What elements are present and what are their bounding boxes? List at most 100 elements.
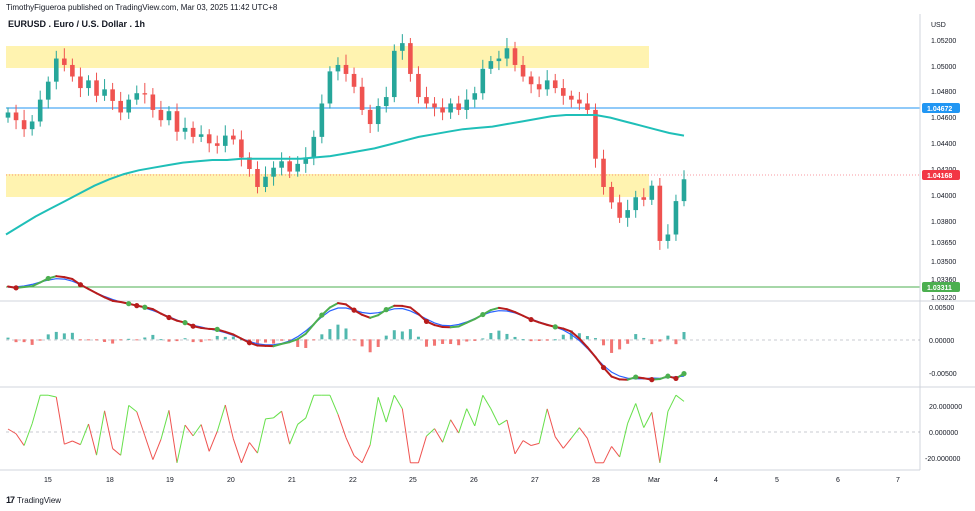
candle[interactable]	[617, 194, 622, 223]
candle[interactable]	[391, 44, 397, 103]
candle[interactable]	[222, 125, 228, 153]
candle[interactable]	[504, 37, 510, 67]
candle[interactable]	[37, 90, 43, 127]
candle[interactable]	[609, 181, 614, 209]
candle[interactable]	[625, 199, 630, 227]
candle[interactable]	[231, 129, 236, 145]
candle[interactable]	[5, 107, 11, 123]
candle[interactable]	[472, 86, 478, 108]
candle[interactable]	[182, 117, 188, 140]
candle[interactable]	[528, 71, 534, 94]
osc1-axis[interactable]: 0.00500 0.00000 -0.00500	[929, 305, 957, 378]
candle[interactable]	[416, 66, 421, 104]
candle[interactable]	[271, 161, 276, 186]
candle[interactable]	[432, 97, 437, 117]
support-price-badge[interactable]	[922, 282, 960, 292]
candle[interactable]	[142, 82, 148, 104]
candle[interactable]	[102, 79, 107, 101]
candle[interactable]	[287, 156, 292, 178]
candle[interactable]	[641, 188, 647, 207]
candle[interactable]	[21, 109, 27, 137]
osc2-line[interactable]	[7, 394, 685, 464]
candle[interactable]	[665, 224, 671, 249]
moving-average-line[interactable]	[5, 114, 685, 236]
candle[interactable]	[118, 91, 123, 121]
candle[interactable]	[488, 55, 494, 74]
candle[interactable]	[134, 85, 140, 105]
candle[interactable]	[166, 106, 172, 126]
candle[interactable]	[681, 170, 687, 207]
candles-group[interactable]	[5, 34, 687, 250]
candle[interactable]	[552, 73, 558, 94]
candle[interactable]	[311, 130, 317, 166]
price-axis[interactable]: 1.05200 1.05000 1.04800 1.04600 1.04400 …	[922, 38, 960, 302]
candle[interactable]	[158, 100, 164, 127]
candle[interactable]	[279, 152, 284, 176]
current-price-badge[interactable]	[922, 170, 960, 180]
candle[interactable]	[400, 34, 405, 60]
candle[interactable]	[29, 115, 35, 136]
candle[interactable]	[247, 152, 252, 177]
candle[interactable]	[190, 121, 196, 144]
symbol-title[interactable]: EURUSD . Euro / U.S. Dollar . 1h	[8, 19, 146, 29]
candle[interactable]	[53, 50, 59, 90]
candle[interactable]	[480, 59, 486, 100]
candle[interactable]	[593, 103, 598, 168]
osc2-axis[interactable]: 20.000000 0.000000 -20.000000	[925, 404, 962, 463]
candle[interactable]	[569, 90, 574, 108]
candle[interactable]	[343, 54, 349, 82]
candle[interactable]	[94, 72, 99, 103]
resistance-price-badge[interactable]	[922, 103, 960, 113]
candle[interactable]	[86, 75, 91, 96]
candle[interactable]	[601, 149, 606, 195]
candle[interactable]	[448, 98, 453, 119]
currency-label[interactable]: USD	[931, 22, 946, 29]
candle[interactable]	[174, 103, 180, 141]
candle[interactable]	[303, 147, 309, 173]
candle[interactable]	[383, 86, 389, 113]
candle[interactable]	[13, 104, 19, 130]
candle[interactable]	[657, 177, 663, 250]
candle[interactable]	[198, 125, 204, 143]
candle[interactable]	[577, 91, 582, 110]
candle[interactable]	[424, 86, 429, 109]
candle[interactable]	[45, 76, 51, 109]
candle[interactable]	[496, 50, 502, 71]
candle[interactable]	[214, 135, 220, 154]
candle[interactable]	[110, 82, 115, 110]
oscillator1-pane[interactable]	[6, 275, 920, 383]
candle[interactable]	[375, 98, 381, 132]
candle[interactable]	[520, 55, 526, 82]
candle[interactable]	[70, 58, 75, 82]
candle[interactable]	[633, 190, 639, 218]
time-axis[interactable]: 15 18 19 20 21 22 25 26 27 28 Mar 4 5 6 …	[44, 477, 900, 484]
price-pane[interactable]	[5, 34, 920, 288]
osc1-main-line[interactable]	[7, 275, 685, 381]
tradingview-brand[interactable]: 17 TradingView	[6, 495, 61, 505]
candle[interactable]	[255, 161, 260, 194]
candle[interactable]	[150, 88, 156, 118]
candle[interactable]	[239, 130, 244, 167]
candle[interactable]	[62, 48, 67, 72]
candle[interactable]	[673, 194, 679, 241]
candle[interactable]	[319, 94, 325, 144]
candle[interactable]	[335, 57, 341, 81]
candle[interactable]	[206, 129, 212, 153]
candle[interactable]	[512, 41, 518, 72]
candle[interactable]	[560, 79, 566, 105]
candle[interactable]	[649, 180, 655, 205]
candle[interactable]	[78, 67, 83, 98]
candle[interactable]	[126, 94, 132, 119]
candle[interactable]	[464, 89, 470, 119]
candle[interactable]	[359, 77, 365, 116]
candle[interactable]	[585, 93, 590, 116]
candle[interactable]	[456, 95, 461, 116]
candle[interactable]	[263, 166, 268, 193]
oscillator2-pane[interactable]	[6, 394, 920, 464]
candle[interactable]	[440, 98, 445, 121]
candle[interactable]	[408, 37, 413, 82]
candle[interactable]	[367, 104, 373, 134]
candle[interactable]	[544, 70, 550, 96]
candle[interactable]	[327, 66, 333, 109]
